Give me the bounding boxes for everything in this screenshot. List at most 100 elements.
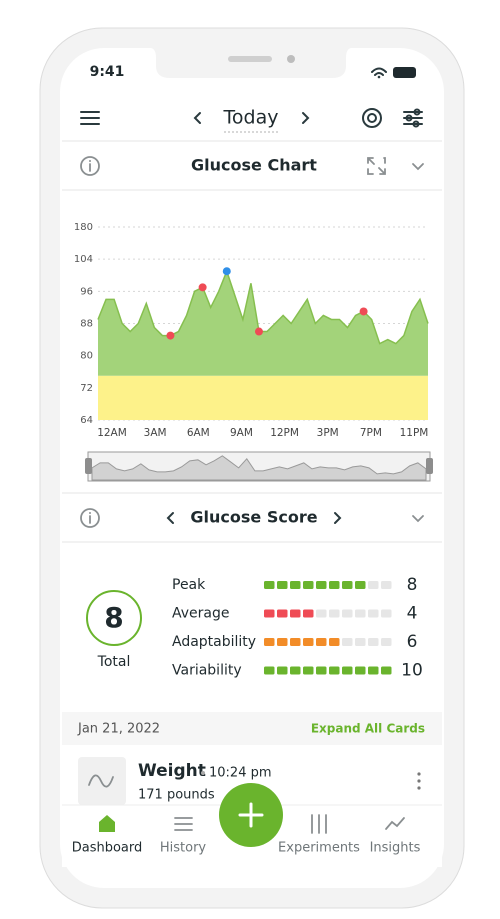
- score-segment-filled: [316, 638, 327, 646]
- y-tick-label: 180: [74, 222, 93, 233]
- card-time: 10:24 pm: [209, 766, 272, 781]
- card-value: 171 pounds: [138, 788, 215, 803]
- score-segment-filled: [277, 666, 288, 675]
- metric-name: Adaptability: [172, 634, 256, 650]
- date-row: [62, 712, 442, 745]
- score-segment-filled: [303, 609, 314, 618]
- score-segment-filled: [290, 609, 301, 618]
- next-day[interactable]: [302, 112, 310, 124]
- score-segment-filled: [368, 666, 379, 675]
- score-segment-filled: [290, 581, 301, 589]
- expand-chart[interactable]: [367, 157, 386, 175]
- score-segment-filled: [264, 638, 275, 646]
- x-tick-label: 7PM: [360, 427, 382, 439]
- date-title[interactable]: Today: [223, 107, 279, 129]
- metric-name: Variability: [172, 663, 242, 679]
- expand-all[interactable]: Expand All Cards: [311, 722, 425, 736]
- card-icon-box: [78, 757, 126, 805]
- glucose-line: [97, 269, 429, 345]
- slider-handle: [85, 458, 92, 474]
- tab-label[interactable]: Insights: [370, 841, 421, 856]
- score-segment-empty: [342, 609, 353, 618]
- card-icon: [88, 774, 114, 788]
- glucose-point: [222, 267, 231, 276]
- menu-button[interactable]: [80, 111, 100, 125]
- score-segment-empty: [381, 609, 392, 618]
- prev-score[interactable]: [166, 512, 174, 524]
- date-label: Jan 21, 2022: [77, 722, 160, 737]
- score-segment-filled: [342, 581, 353, 589]
- score-segment-empty: [342, 638, 353, 646]
- y-tick-label: 80: [80, 351, 93, 362]
- score-segment-filled: [316, 666, 327, 675]
- score-segment-empty: [381, 581, 392, 589]
- score-segment-empty: [368, 638, 379, 646]
- filter-button[interactable]: [403, 108, 423, 128]
- collapse-toggle[interactable]: [412, 163, 424, 171]
- section-title: Glucose Chart: [191, 156, 317, 175]
- tab-label[interactable]: Experiments: [278, 841, 360, 856]
- score-segment-filled: [303, 638, 314, 646]
- total-ring: [86, 590, 142, 646]
- glucose-point: [166, 331, 175, 340]
- slider-handle: [426, 458, 433, 474]
- score-segment-filled: [355, 581, 366, 589]
- score-metrics: Peak 8 Average 4 Adaptability 6 Variability 10: [172, 575, 423, 681]
- metric-value: 8: [407, 575, 418, 595]
- battery-icon: [393, 67, 416, 78]
- score-segment-empty: [368, 609, 379, 618]
- score-segment-filled: [316, 581, 327, 589]
- score-segment-filled: [277, 609, 288, 618]
- bullet: [201, 771, 205, 775]
- x-tick-label: 12AM: [97, 427, 127, 439]
- score-segment-empty: [381, 638, 392, 646]
- speaker: [228, 56, 272, 62]
- x-tick-label: 3PM: [317, 427, 339, 439]
- y-tick-label: 64: [80, 415, 93, 426]
- score-segment-filled: [277, 581, 288, 589]
- score-segment-filled: [290, 666, 301, 675]
- glucose-chart: 64 72 80 88 96 104 180 12AM 3AM 6AM 9AM 12PM 3PM 7PM 1…: [74, 222, 429, 439]
- score-segment-filled: [264, 666, 275, 675]
- glucose-point: [359, 307, 368, 316]
- score-segment-empty: [355, 638, 366, 646]
- glucose-area: [98, 271, 428, 376]
- score-info[interactable]: [80, 508, 100, 528]
- glucose-point: [254, 327, 263, 336]
- status-time: 9:41: [90, 64, 125, 80]
- chart-info[interactable]: [80, 156, 100, 176]
- score-segment-filled: [303, 581, 314, 589]
- y-tick-label: 104: [74, 254, 93, 265]
- x-tick-label: 3AM: [144, 427, 167, 439]
- x-tick-label: 12PM: [270, 427, 299, 439]
- metric-value: 4: [407, 604, 418, 624]
- score-segment-filled: [329, 666, 340, 675]
- collapse-toggle[interactable]: [412, 515, 424, 523]
- tab-label[interactable]: Dashboard: [72, 841, 143, 856]
- score-segment-filled: [342, 666, 353, 675]
- score-segment-filled: [264, 581, 275, 589]
- score-segment-empty: [355, 609, 366, 618]
- score-segment-filled: [264, 609, 275, 618]
- next-score[interactable]: [334, 512, 342, 524]
- target-button[interactable]: [362, 108, 382, 128]
- metric-name: Average: [172, 606, 230, 622]
- tab-icon: [174, 817, 193, 831]
- total-score: 8: [104, 601, 123, 634]
- metric-name: Peak: [172, 577, 206, 593]
- tab-label[interactable]: History: [160, 841, 207, 856]
- metric-value: 6: [407, 632, 418, 652]
- card-title[interactable]: Weight: [138, 761, 206, 781]
- metric-value: 10: [401, 661, 423, 681]
- add-button[interactable]: [219, 783, 283, 847]
- card-menu[interactable]: [417, 772, 421, 790]
- score-segment-filled: [303, 666, 314, 675]
- prev-day[interactable]: [193, 112, 201, 124]
- range-slider[interactable]: [85, 451, 433, 482]
- camera: [287, 55, 295, 63]
- x-tick-label: 9AM: [230, 427, 253, 439]
- total-label: Total: [97, 654, 131, 670]
- score-segment-filled: [355, 666, 366, 675]
- wifi-dot: [377, 75, 381, 79]
